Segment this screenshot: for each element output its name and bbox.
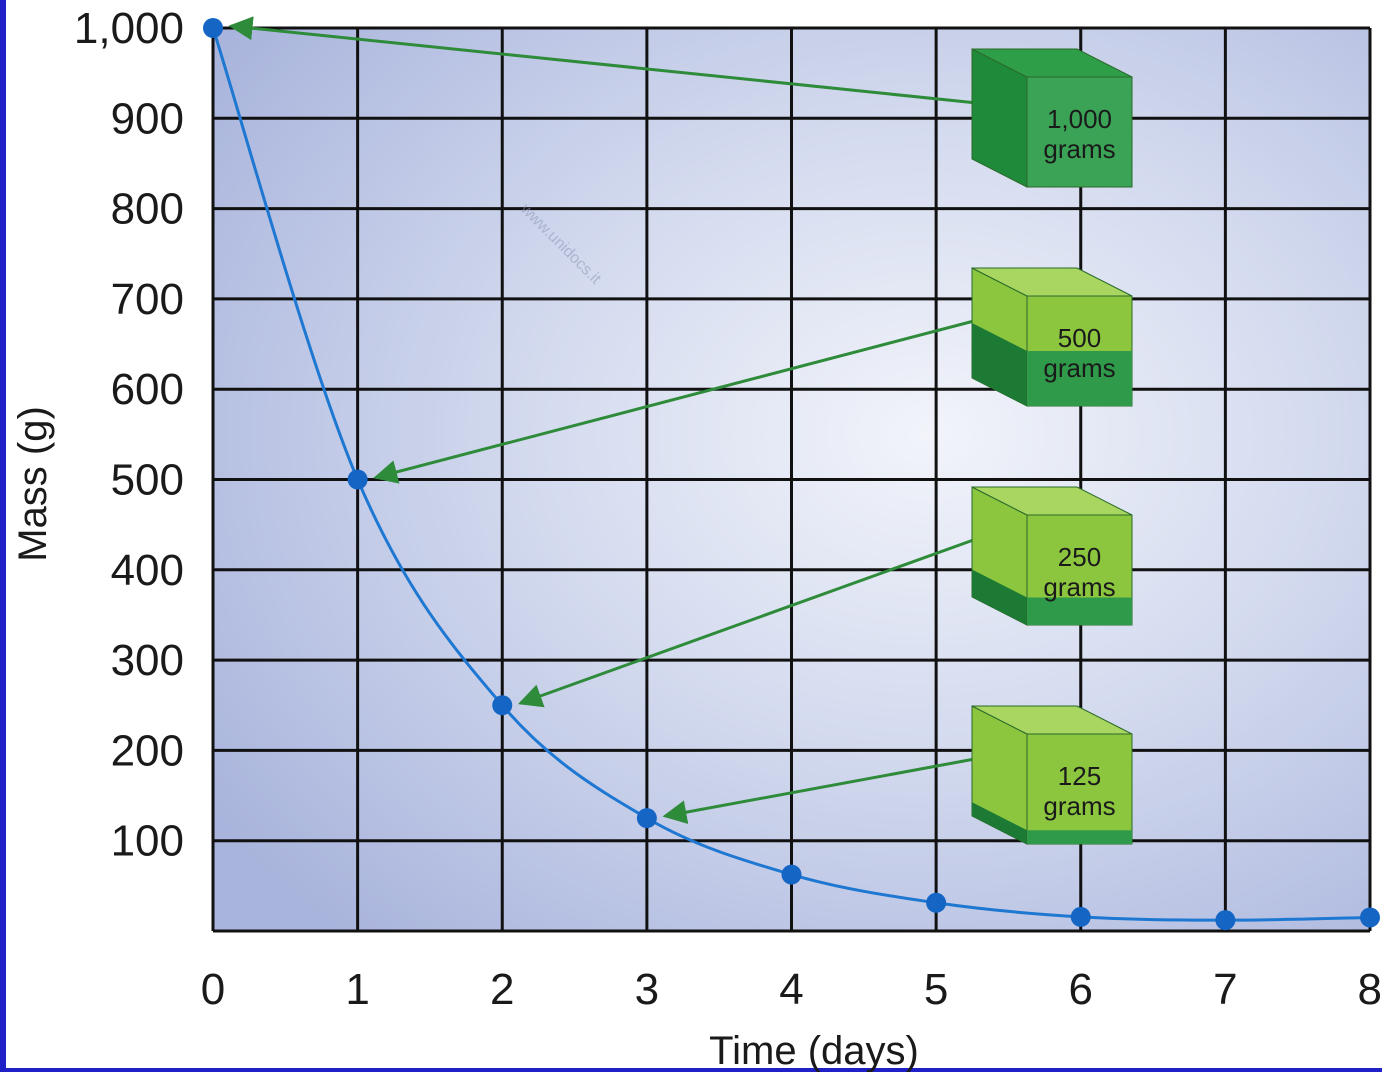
- cube-unit: grams: [1043, 791, 1115, 821]
- x-tick-label: 4: [779, 965, 803, 1014]
- data-point: [1360, 907, 1380, 928]
- x-tick-label: 8: [1358, 965, 1382, 1014]
- cube-side-fill: [972, 569, 1027, 625]
- cube-unit: grams: [1043, 572, 1115, 602]
- tick-layer: 0 1 2 3 4 5 6 7 8 100 200 300 400 500 600 700 800 900 1,00…: [74, 4, 1382, 1014]
- x-tick-label: 5: [924, 965, 948, 1014]
- x-axis-title: Time (days): [709, 1029, 919, 1072]
- y-axis-title: Mass (g): [11, 406, 55, 562]
- left-frame-bar: [0, 0, 6, 1072]
- cube-unit: grams: [1043, 134, 1115, 164]
- cube-front-face: [1026, 733, 1133, 845]
- bottom-frame-bar: [0, 1068, 1382, 1072]
- cube-fill-level: [1027, 351, 1132, 406]
- data-point: [1215, 910, 1236, 931]
- cube-fill-level: [1027, 830, 1132, 844]
- y-tick-label: 500: [111, 456, 184, 505]
- cube-value: 125: [1058, 761, 1101, 791]
- annotation-arrow: [662, 758, 973, 825]
- data-point: [636, 808, 657, 829]
- cube-side-fill: [972, 323, 1027, 406]
- data-point: [926, 892, 947, 913]
- y-tick-label: 700: [111, 275, 184, 324]
- y-tick-label: 900: [111, 94, 184, 143]
- x-tick-label: 3: [635, 965, 659, 1014]
- cube-value: 250: [1058, 542, 1101, 572]
- data-point: [781, 864, 802, 885]
- cube-value: 500: [1058, 323, 1101, 353]
- data-point: [347, 469, 368, 490]
- annotation-arrow: [228, 16, 973, 104]
- y-tick-label: 600: [111, 365, 184, 414]
- y-tick-label: 1,000: [74, 4, 184, 53]
- decay-curve: [211, 27, 1371, 922]
- y-tick-label: 100: [111, 817, 184, 866]
- y-tick-label: 800: [111, 185, 184, 234]
- x-tick-label: 7: [1213, 965, 1237, 1014]
- cube-fill-level: [1027, 597, 1132, 625]
- arrow-layer: [228, 16, 973, 825]
- cube-value: 1,000: [1047, 104, 1112, 134]
- cube-front-face: [1026, 76, 1133, 188]
- grid-layer: [211, 26, 1372, 933]
- annotation-arrow: [517, 539, 973, 708]
- x-tick-label: 0: [201, 965, 225, 1014]
- y-tick-label: 400: [111, 546, 184, 595]
- data-point: [1070, 906, 1091, 927]
- x-tick-label: 2: [490, 965, 514, 1014]
- x-tick-label: 1: [345, 965, 369, 1014]
- cube-side-fill: [972, 802, 1027, 844]
- data-point: [492, 695, 513, 716]
- cube-unit: grams: [1043, 353, 1115, 383]
- y-tick-label: 200: [111, 726, 184, 775]
- annotation-arrow: [373, 320, 973, 484]
- x-tick-label: 6: [1069, 965, 1093, 1014]
- y-tick-label: 300: [111, 636, 184, 685]
- data-point: [203, 18, 223, 38]
- series-layer: [203, 18, 1380, 931]
